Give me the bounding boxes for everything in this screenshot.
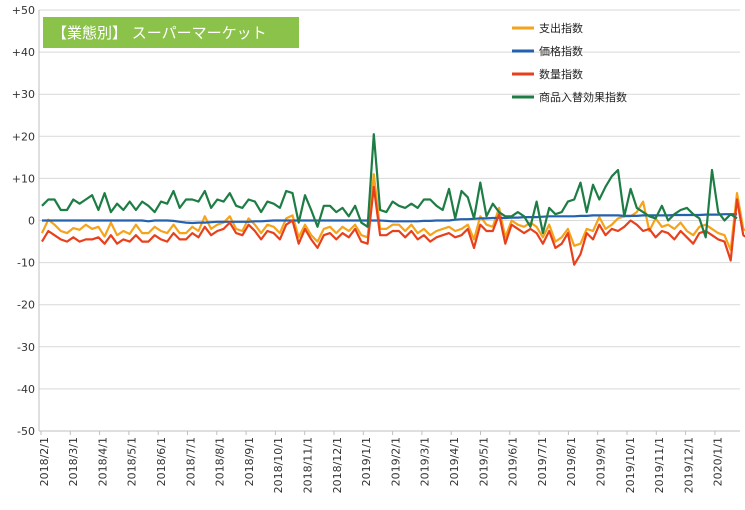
chart-title-box: 【業態別】 スーパーマーケット xyxy=(43,17,299,48)
x-tick-label: 2019/4/1 xyxy=(448,437,461,486)
y-tick-label: -50 xyxy=(17,425,35,438)
legend-label-2: 数量指数 xyxy=(539,67,583,81)
y-axis-tick-labels: +50 +40 +30 +20 +10 0 -10 -20 -30 -40 -50 xyxy=(12,4,35,438)
x-tick-label: 2020/1/1 xyxy=(712,437,725,486)
x-axis: 2018/2/1 2018/3/1 2018/4/1 2018/5/1 2018/6/1… xyxy=(38,10,740,493)
x-tick-label: 2019/5/1 xyxy=(477,437,490,486)
y-tick-label: +50 xyxy=(12,4,35,17)
x-tick-label: 2018/11/1 xyxy=(302,437,315,493)
x-tick-label: 2019/3/1 xyxy=(419,437,432,486)
y-tick-label: -30 xyxy=(17,341,35,354)
chart-title: 【業態別】 スーパーマーケット xyxy=(52,24,267,42)
series-line-2 xyxy=(41,185,745,266)
x-tick-label: 2018/2/1 xyxy=(38,437,51,486)
x-tick-label: 2018/12/1 xyxy=(331,437,344,493)
legend-label-1: 価格指数 xyxy=(539,44,583,58)
x-tick-label: 2019/12/1 xyxy=(682,437,695,493)
x-tick-label: 2018/4/1 xyxy=(96,437,109,486)
x-tick-label: 2019/7/1 xyxy=(536,437,549,486)
y-tick-label: -40 xyxy=(17,383,35,396)
series-line-0 xyxy=(41,173,745,252)
x-tick-label: 2018/8/1 xyxy=(214,437,227,486)
x-tick-label: 2018/10/1 xyxy=(272,437,285,493)
x-tick-label: 2018/7/1 xyxy=(184,437,197,486)
x-tick-label: 2018/9/1 xyxy=(243,437,256,486)
x-tick-label: 2018/3/1 xyxy=(67,437,80,486)
x-tick-label: 2019/9/1 xyxy=(595,437,608,486)
y-tick-label: +10 xyxy=(12,172,35,185)
y-tick-label: +40 xyxy=(12,46,35,59)
y-tick-label: -20 xyxy=(17,299,35,312)
series-line-3 xyxy=(41,133,738,239)
legend-label-3: 商品入替効果指数 xyxy=(539,90,627,104)
legend-label-0: 支出指数 xyxy=(539,21,583,35)
x-tick-label: 2019/11/1 xyxy=(653,437,666,493)
y-tick-label: -10 xyxy=(17,257,35,270)
x-tick-label: 2018/6/1 xyxy=(155,437,168,486)
chart-title-background xyxy=(43,17,299,48)
x-tick-label: 2019/2/1 xyxy=(389,437,402,486)
series-lines xyxy=(41,133,745,266)
x-tick-label: 2019/10/1 xyxy=(624,437,637,493)
y-tick-label: +30 xyxy=(12,88,35,101)
y-tick-label: 0 xyxy=(28,215,35,228)
x-tick-label: 2019/1/1 xyxy=(360,437,373,486)
x-tick-label: 2019/8/1 xyxy=(565,437,578,486)
x-tick-label: 2019/6/1 xyxy=(507,437,520,486)
series-line-1 xyxy=(42,213,737,225)
x-tick-label: 2018/5/1 xyxy=(126,437,139,486)
y-tick-label: +20 xyxy=(12,130,35,143)
